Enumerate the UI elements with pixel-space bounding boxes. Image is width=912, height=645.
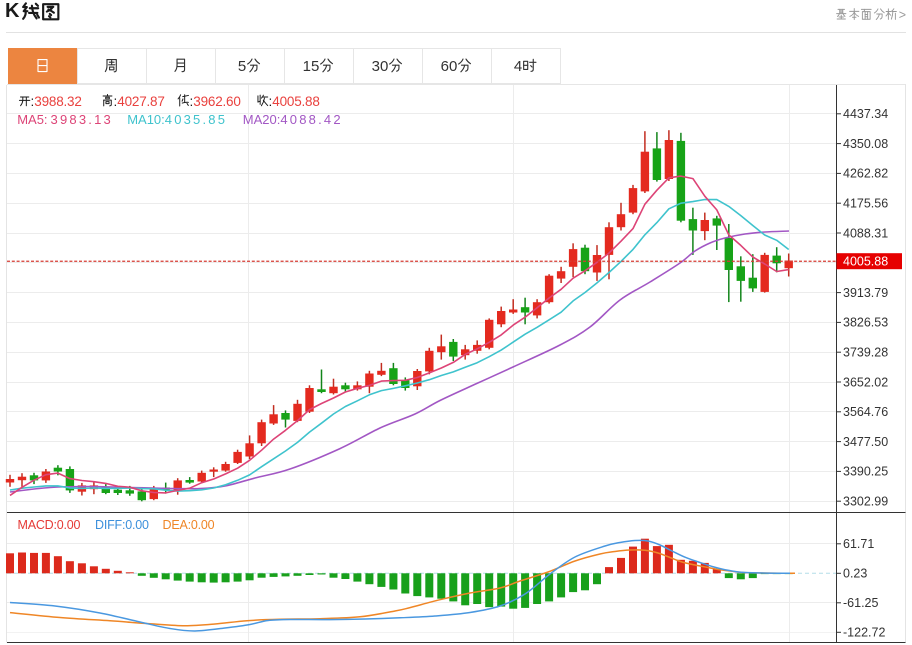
svg-text:3390.25: 3390.25 <box>843 465 888 479</box>
svg-text:3652.02: 3652.02 <box>843 375 888 389</box>
svg-text:4437.34: 4437.34 <box>843 107 888 121</box>
svg-text:-61.25: -61.25 <box>843 596 878 610</box>
svg-text:4262.82: 4262.82 <box>843 167 888 181</box>
svg-text:3564.76: 3564.76 <box>843 405 888 419</box>
svg-text:4005.88: 4005.88 <box>843 255 888 269</box>
svg-text:-122.72: -122.72 <box>843 626 885 640</box>
svg-text:3826.53: 3826.53 <box>843 316 888 330</box>
svg-text:3302.99: 3302.99 <box>843 495 888 509</box>
svg-text:3739.28: 3739.28 <box>843 346 888 360</box>
svg-text:4175.56: 4175.56 <box>843 197 888 211</box>
svg-text:0.23: 0.23 <box>843 567 867 581</box>
svg-text:3913.79: 3913.79 <box>843 286 888 300</box>
svg-text:4350.08: 4350.08 <box>843 137 888 151</box>
svg-text:61.71: 61.71 <box>843 537 874 551</box>
svg-text:4088.31: 4088.31 <box>843 226 888 240</box>
svg-text:3477.50: 3477.50 <box>843 435 888 449</box>
